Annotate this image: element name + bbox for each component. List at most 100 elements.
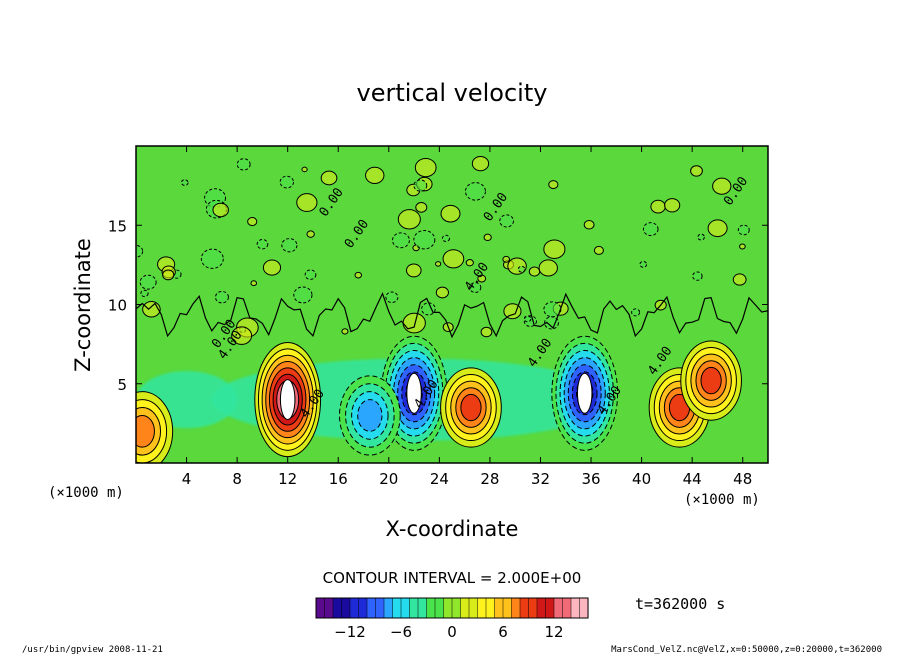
y-tick-label: 15	[108, 217, 127, 235]
small-contour	[435, 286, 449, 299]
small-contour	[414, 157, 437, 178]
contour-level	[357, 399, 383, 432]
colorbar-swatch	[494, 597, 504, 619]
colorbar-swatch	[434, 597, 445, 619]
small-contour	[707, 219, 728, 238]
colorbar-swatch	[417, 597, 428, 619]
small-contour	[639, 260, 648, 268]
small-contour	[250, 280, 258, 287]
chart-title: vertical velocity	[357, 79, 548, 107]
small-contour	[528, 266, 541, 277]
source-footer: MarsCond_VelZ.nc@VelZ,x=0:50000,z=0:2000…	[611, 645, 882, 654]
small-contour	[543, 239, 566, 259]
small-contour	[200, 248, 224, 269]
small-contour	[483, 233, 492, 242]
upper-layer-contours	[136, 155, 750, 345]
small-contour	[503, 303, 522, 320]
colorbar-tick-labels: −12 −6 0 6 12	[334, 623, 563, 641]
colorbar-swatch	[545, 597, 555, 619]
small-contour	[306, 230, 315, 238]
colorbar-swatch	[519, 597, 530, 619]
small-contour	[231, 326, 253, 345]
colorbar-swatch	[562, 597, 572, 619]
small-contour	[631, 308, 641, 317]
cell-updraft	[680, 340, 742, 421]
x-tick-label: 24	[430, 470, 449, 488]
small-contour	[523, 315, 532, 323]
small-contour	[548, 180, 559, 190]
colorbar-swatch	[375, 597, 385, 619]
colorbar-swatch	[341, 597, 351, 619]
colorbar-tick-label: 0	[447, 623, 457, 641]
small-contour	[413, 230, 436, 250]
small-contour	[236, 158, 251, 171]
colorbar-swatch	[511, 597, 521, 619]
small-contour	[650, 199, 666, 214]
small-contour	[281, 238, 298, 253]
out-of-range-core	[279, 379, 296, 421]
small-contour	[739, 243, 746, 250]
colorbar-swatch	[443, 597, 453, 619]
out-of-range-core	[576, 372, 593, 414]
colorbar-swatch	[570, 597, 581, 619]
colorbar-swatch	[528, 597, 538, 619]
small-contour	[441, 234, 450, 243]
y-axis-label: Z-coordinate	[71, 238, 95, 372]
small-contour	[391, 232, 410, 249]
small-contour	[354, 271, 363, 279]
plot-area: 0.000.000.00 0.00 0.004.004.00 4.004.004.00…	[135, 145, 769, 464]
colorbar-tick-label: −6	[390, 623, 412, 641]
small-contour	[181, 179, 189, 186]
colorbar-swatch	[383, 597, 394, 619]
small-contour	[442, 249, 465, 269]
small-contour	[502, 255, 511, 263]
small-contour	[471, 155, 490, 172]
small-contour	[140, 289, 149, 298]
small-contour	[256, 239, 269, 250]
colorbar-swatch	[349, 597, 360, 619]
x-axis-label: X-coordinate	[386, 517, 519, 541]
small-contour	[212, 202, 229, 218]
x-unit-right: (×1000 m)	[684, 492, 760, 508]
program-footer: /usr/bin/gpview 2008-11-21	[22, 645, 163, 654]
small-contour	[142, 301, 161, 318]
small-contour	[480, 326, 493, 338]
x-tick-label: 8	[232, 470, 242, 488]
x-unit-left: (×1000 m)	[48, 485, 124, 501]
x-tick-label: 20	[379, 470, 398, 488]
colorbar-swatch	[366, 597, 377, 619]
colorbar-swatch	[485, 597, 496, 619]
contour-level	[700, 366, 722, 395]
small-contour	[405, 263, 422, 278]
cell-updraft	[136, 391, 174, 463]
small-contour	[517, 265, 526, 273]
x-tick-labels: 4 8 12 16 20 24 28 32 36 40 44 48	[182, 146, 752, 488]
small-contour	[296, 193, 318, 212]
small-contour	[136, 244, 144, 258]
colorbar-swatch	[332, 597, 343, 619]
small-contour	[465, 259, 474, 267]
colorbar-swatch	[409, 597, 419, 619]
small-contour	[499, 214, 515, 228]
x-tick-label: 32	[531, 470, 550, 488]
x-tick-label: 12	[278, 470, 297, 488]
small-contour	[214, 290, 229, 304]
colorbar	[315, 597, 589, 619]
contour-level	[136, 414, 155, 448]
x-tick-label: 44	[683, 470, 702, 488]
small-contour	[583, 219, 595, 230]
x-tick-label: 48	[733, 470, 752, 488]
colorbar-swatch	[324, 597, 334, 619]
small-contour	[301, 166, 308, 173]
cell-updraft	[440, 367, 502, 448]
small-contour	[692, 271, 703, 281]
colorbar-tick-label: 12	[544, 623, 563, 641]
small-contour	[712, 177, 732, 195]
x-tick-label: 36	[581, 470, 600, 488]
zero-contour	[136, 292, 768, 339]
small-contour	[247, 217, 258, 227]
colorbar-swatch	[426, 597, 436, 619]
small-contour	[320, 170, 338, 186]
colorbar-swatch	[315, 597, 326, 619]
small-contour	[415, 202, 428, 213]
